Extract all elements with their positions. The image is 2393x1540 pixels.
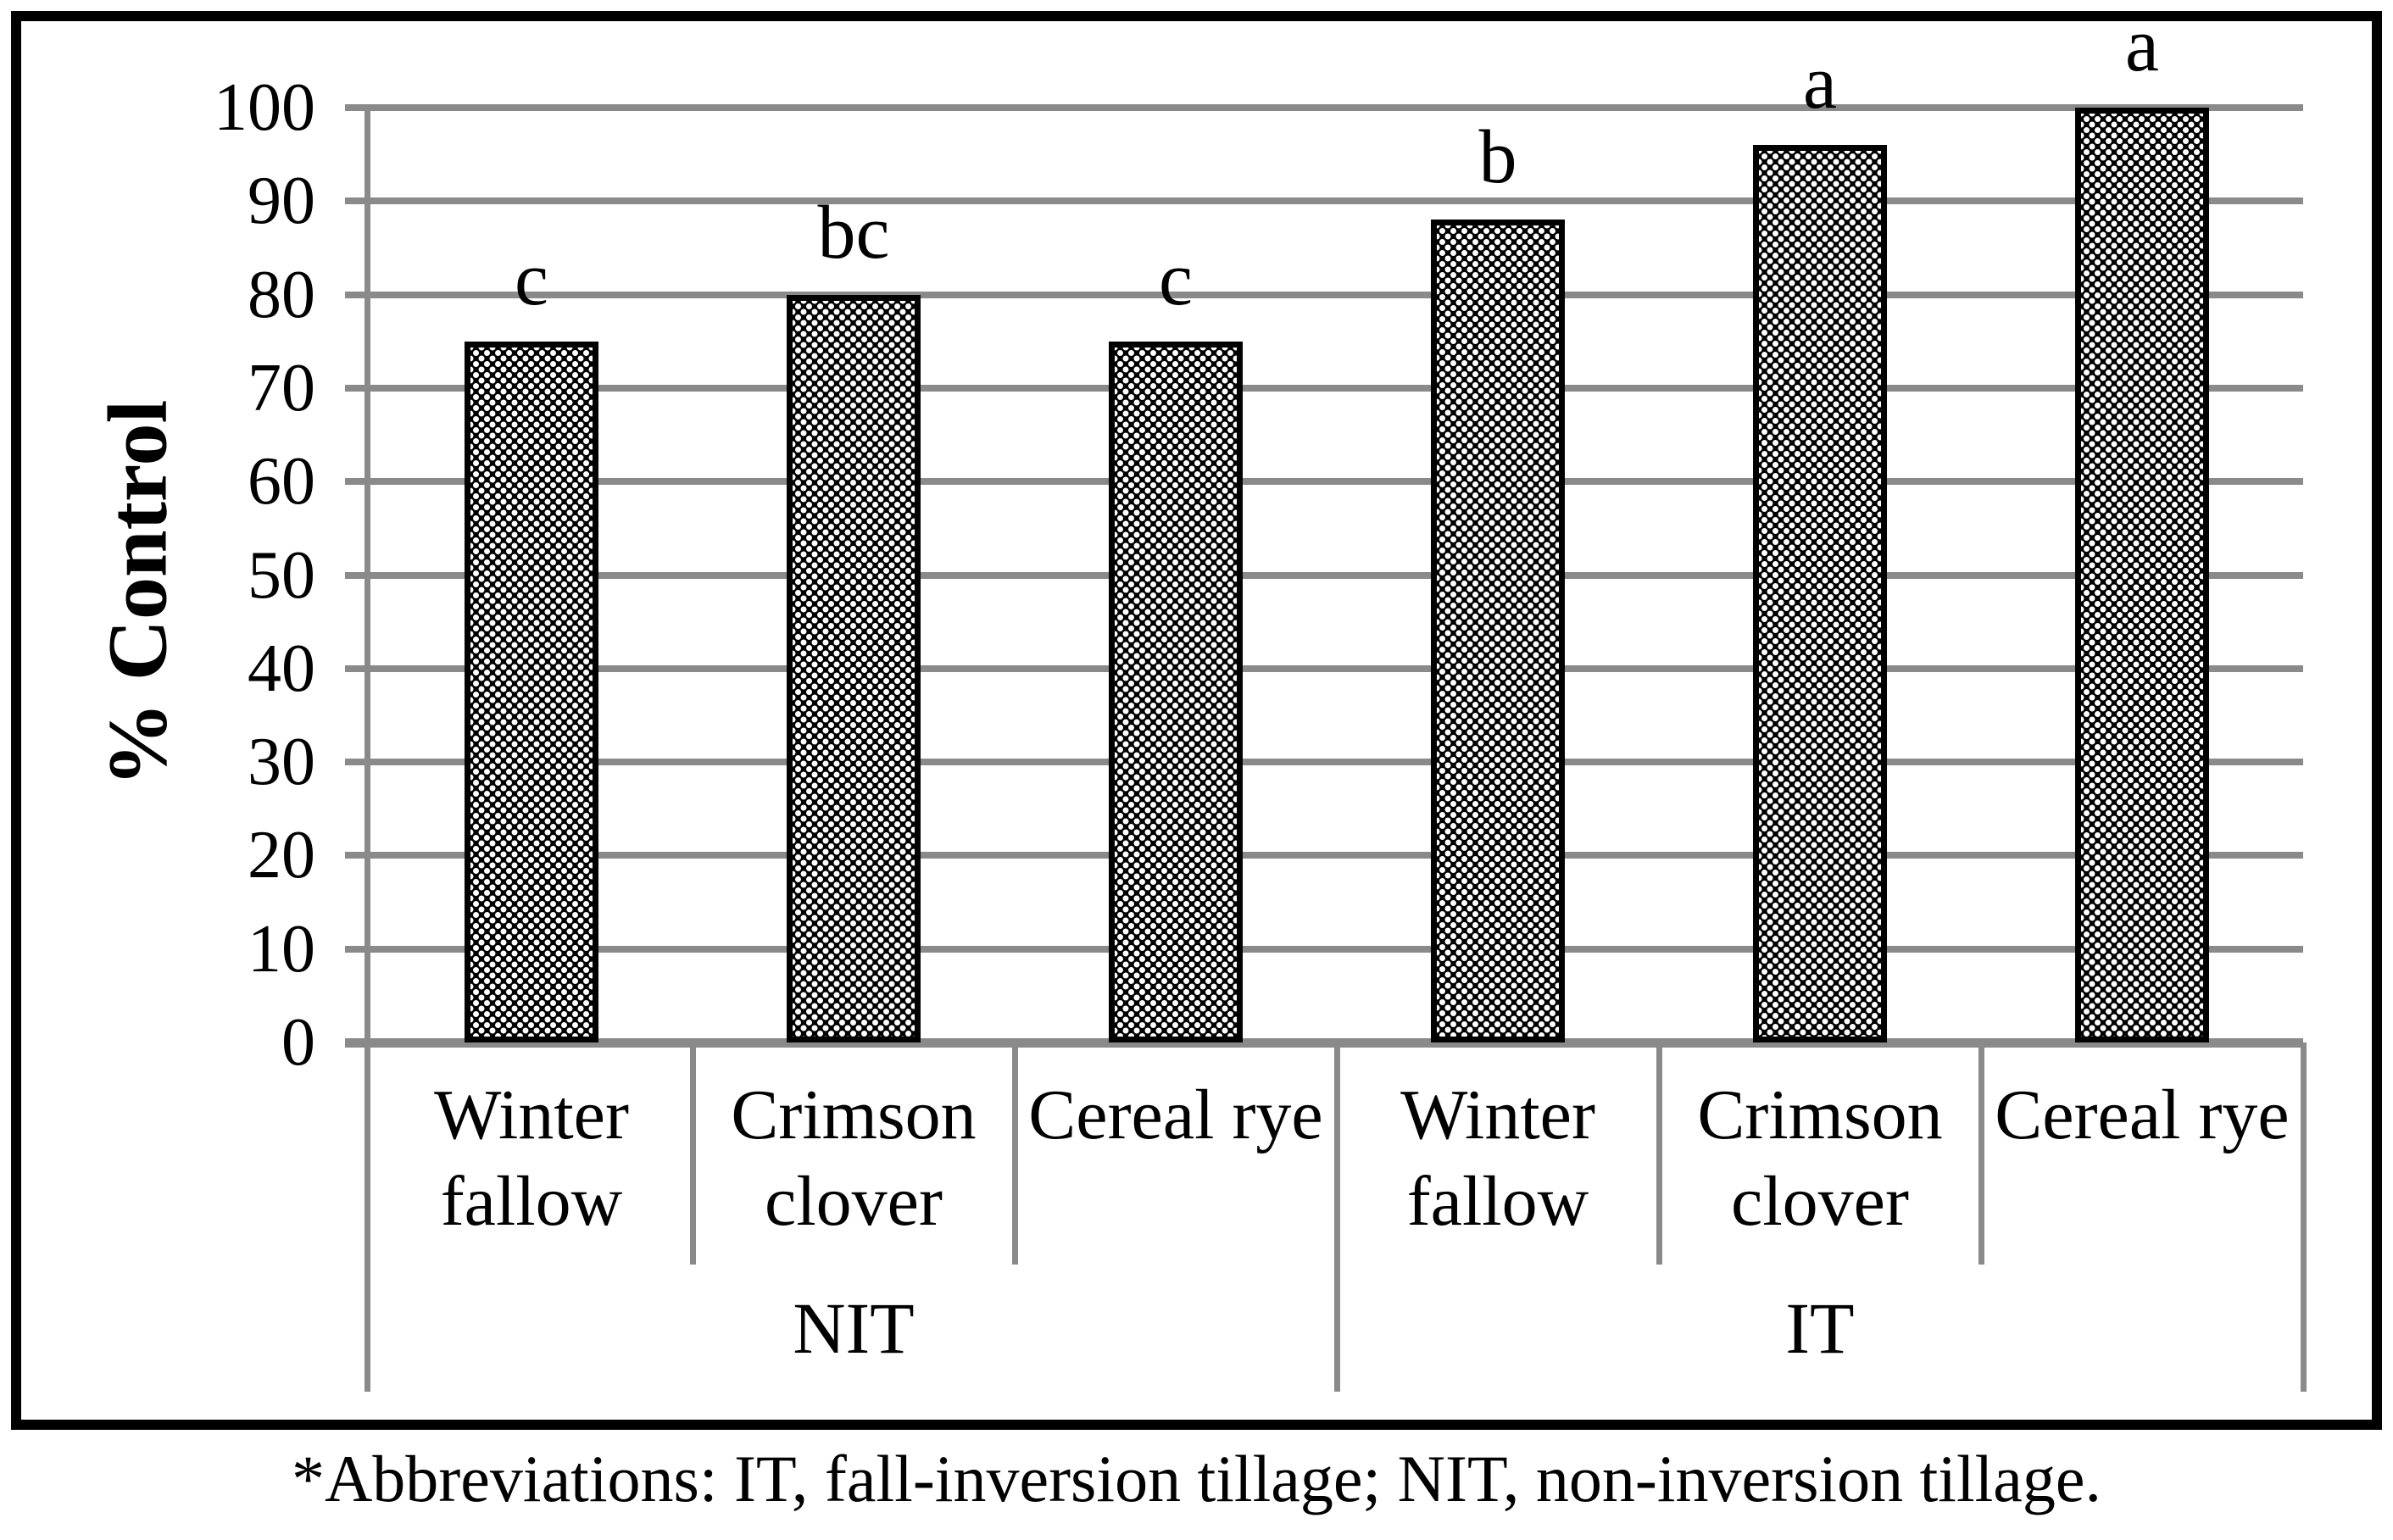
gridline-70 — [345, 384, 2303, 392]
y-tick-label-90: 90 — [248, 164, 315, 239]
y-tick-label-40: 40 — [248, 631, 315, 706]
category-label-5: Crimson clover — [1659, 1047, 1981, 1265]
bar-3-cereal-rye — [1109, 342, 1243, 1042]
significance-letter-5: a — [1803, 41, 1837, 125]
bar-6-cereal-rye — [2075, 108, 2209, 1042]
group-divider — [1334, 1042, 1340, 1392]
category-divider — [1978, 1042, 1984, 1265]
category-label-4: Winter fallow — [1337, 1047, 1659, 1265]
gridline-30 — [345, 759, 2303, 766]
gridline-40 — [345, 664, 2303, 672]
y-tick-label-70: 70 — [248, 350, 315, 425]
y-tick-label-0: 0 — [281, 1005, 315, 1080]
y-tick-label-20: 20 — [248, 818, 315, 893]
y-tick-label-60: 60 — [248, 444, 315, 520]
bar-1-winter-fallow — [465, 342, 598, 1042]
gridline-60 — [345, 478, 2303, 486]
category-label-line: fallow — [1406, 1162, 1589, 1241]
bar-2-crimson-clover — [787, 295, 921, 1042]
group-divider — [2301, 1042, 2307, 1392]
category-label-1: Winter fallow — [370, 1047, 693, 1265]
group-label-nit: NIT — [793, 1287, 915, 1369]
footnote: *Abbreviations: IT, fall-inversion tilla… — [291, 1442, 2102, 1515]
category-label-line: fallow — [440, 1162, 623, 1241]
y-tick-label-80: 80 — [248, 257, 315, 332]
category-label-line: Crimson — [731, 1076, 977, 1154]
gridline-10 — [345, 945, 2303, 953]
y-tick-label-100: 100 — [214, 70, 315, 145]
y-tick-label-30: 30 — [248, 725, 315, 800]
category-label-line: Winter — [434, 1076, 629, 1154]
gridline-50 — [345, 571, 2303, 579]
gridline-0 — [345, 1037, 2303, 1048]
gridline-90 — [345, 197, 2303, 205]
gridline-100 — [345, 104, 2303, 111]
category-label-3: Cereal rye — [1015, 1047, 1337, 1265]
category-label-2: Crimson clover — [693, 1047, 1015, 1265]
category-label-line: Cereal rye — [1028, 1076, 1323, 1154]
significance-letter-6: a — [2125, 3, 2159, 87]
y-axis-title: % Control — [90, 399, 185, 787]
category-label-line: Cereal rye — [1995, 1076, 2290, 1154]
significance-letter-3: c — [1159, 237, 1193, 321]
category-label-line: Crimson — [1697, 1076, 1943, 1154]
y-tick-label-10: 10 — [248, 911, 315, 987]
category-label-line: clover — [1731, 1162, 1909, 1241]
bar-4-winter-fallow — [1431, 220, 1565, 1042]
y-tick-label-50: 50 — [248, 537, 315, 613]
significance-letter-2: bc — [817, 191, 890, 275]
gridline-20 — [345, 852, 2303, 859]
bar-5-crimson-clover — [1753, 145, 1887, 1042]
category-divider — [1012, 1042, 1018, 1265]
significance-letter-1: c — [515, 237, 548, 321]
category-divider — [1656, 1042, 1662, 1265]
category-label-line: Winter — [1400, 1076, 1595, 1154]
category-label-6: Cereal rye — [1981, 1047, 2303, 1265]
group-label-it: IT — [1785, 1287, 1855, 1369]
significance-letter-4: b — [1478, 115, 1517, 199]
gridline-80 — [345, 291, 2303, 298]
y-axis-line — [365, 108, 370, 1392]
category-label-line: clover — [765, 1162, 943, 1241]
category-divider — [690, 1042, 696, 1265]
